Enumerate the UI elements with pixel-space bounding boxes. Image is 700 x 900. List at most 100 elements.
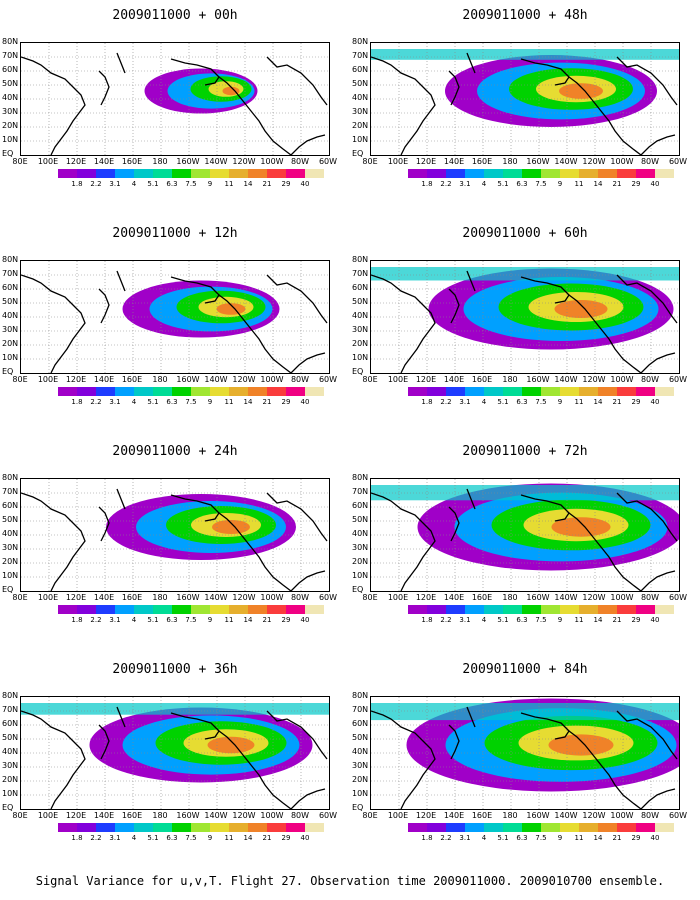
y-tick-label: 10N: [2, 571, 19, 580]
x-tick-label: 140W: [204, 593, 228, 602]
colorbar-label: 4: [481, 398, 487, 406]
forecast-panel: 2009011000 + 84h 80N 70N 60N 50N 40N 30N 20N 10N…: [352, 662, 690, 877]
x-tick-label: 80E: [362, 811, 378, 820]
x-tick-label: 80E: [362, 375, 378, 384]
colorbar-swatch: [210, 169, 229, 178]
x-tick-label: 160W: [526, 157, 550, 166]
colorbar-label: 11: [224, 834, 234, 842]
x-tick-label: 80E: [362, 593, 378, 602]
x-tick-label: 120E: [65, 375, 87, 384]
colorbar-swatch: [408, 169, 427, 178]
colorbar-swatch: [617, 387, 636, 396]
y-tick-label: EQ: [352, 149, 364, 158]
colorbar: [408, 387, 674, 396]
variance-contour: [212, 520, 250, 534]
colorbar-swatch: [427, 387, 446, 396]
colorbar-label: 5.1: [147, 616, 159, 624]
colorbar: [408, 605, 674, 614]
colorbar-label: 21: [612, 398, 622, 406]
colorbar-label: 21: [262, 834, 272, 842]
x-tick-label: 60W: [668, 375, 688, 384]
x-tick-label: 140W: [554, 593, 578, 602]
x-tick-label: 100E: [387, 375, 409, 384]
y-tick-label: 70N: [352, 269, 369, 278]
y-tick-label: 20N: [2, 557, 19, 566]
variance-contour: [548, 734, 614, 756]
colorbar-swatch: [172, 387, 191, 396]
colorbar-label: 40: [300, 180, 310, 188]
colorbar-swatch: [541, 823, 560, 832]
x-tick-label: 100E: [387, 157, 409, 166]
y-tick-label: 70N: [2, 269, 19, 278]
map-svg: [371, 479, 679, 591]
colorbar-swatch: [305, 169, 324, 178]
y-tick-label: 70N: [2, 487, 19, 496]
y-tick-label: 10N: [352, 571, 369, 580]
y-tick-label: 40N: [2, 529, 19, 538]
x-tick-label: 120E: [415, 157, 437, 166]
coastline: [98, 270, 126, 324]
colorbar-swatch: [427, 823, 446, 832]
coastline: [290, 570, 326, 591]
x-tick-label: 100W: [260, 375, 284, 384]
colorbar-label: 7.5: [535, 180, 547, 188]
colorbar-swatch: [598, 169, 617, 178]
colorbar-label: 29: [631, 616, 641, 624]
colorbar-swatch: [305, 823, 324, 832]
panel-title: 2009011000 + 48h: [462, 8, 588, 23]
colorbar-label: 11: [224, 180, 234, 188]
y-tick-label: 70N: [2, 705, 19, 714]
colorbar-label: 14: [243, 834, 253, 842]
forecast-panel: 2009011000 + 12h 80N 70N 60N 50N 40N 30N 20N 10N…: [2, 226, 340, 441]
colorbar-label: 14: [243, 398, 253, 406]
colorbar-label: 2.2: [90, 834, 102, 842]
y-tick-label: 30N: [2, 325, 19, 334]
coastline: [371, 710, 436, 809]
colorbar-label: 14: [593, 616, 603, 624]
colorbar-label: 2.2: [440, 616, 452, 624]
x-tick-label: 60W: [318, 593, 338, 602]
colorbar-swatch: [115, 387, 134, 396]
colorbar: [58, 169, 324, 178]
forecast-panel: 2009011000 + 72h 80N 70N 60N 50N 40N 30N 20N 10N…: [352, 444, 690, 659]
colorbar-label: 2.2: [440, 398, 452, 406]
coastline: [290, 788, 326, 809]
colorbar-swatch: [598, 605, 617, 614]
x-tick-label: 120W: [582, 375, 606, 384]
colorbar-swatch: [153, 169, 172, 178]
colorbar-label: 11: [224, 616, 234, 624]
colorbar-label: 9: [557, 834, 563, 842]
coastline: [170, 58, 220, 86]
x-tick-label: 160E: [121, 157, 143, 166]
x-tick-label: 140E: [443, 811, 465, 820]
colorbar-swatch: [522, 169, 541, 178]
colorbar-swatch: [541, 387, 560, 396]
colorbar: [58, 605, 324, 614]
x-tick-label: 100E: [37, 157, 59, 166]
coastline: [290, 134, 326, 155]
x-tick-label: 100W: [610, 375, 634, 384]
colorbar-swatch: [134, 169, 153, 178]
colorbar-label: 1.8: [71, 616, 83, 624]
y-tick-label: 10N: [352, 789, 369, 798]
x-tick-label: 180: [152, 375, 168, 384]
x-tick-label: 140E: [443, 593, 465, 602]
colorbar-label: 40: [650, 834, 660, 842]
x-tick-label: 80W: [290, 375, 310, 384]
variance-contour: [207, 736, 255, 754]
colorbar-label: 14: [593, 834, 603, 842]
map-plot: [370, 260, 680, 374]
colorbar-label: 3.1: [109, 616, 121, 624]
x-tick-label: 140E: [93, 375, 115, 384]
x-tick-label: 80W: [640, 811, 660, 820]
x-tick-label: 140W: [204, 157, 228, 166]
coastline: [218, 730, 292, 809]
colorbar-swatch: [153, 823, 172, 832]
colorbar-label: 2.2: [90, 180, 102, 188]
colorbar-label: 5.1: [497, 834, 509, 842]
y-tick-label: 40N: [2, 747, 19, 756]
y-tick-label: 30N: [2, 543, 19, 552]
colorbar-label: 4: [131, 180, 137, 188]
coastline: [640, 134, 676, 155]
colorbar-label: 1.8: [421, 616, 433, 624]
